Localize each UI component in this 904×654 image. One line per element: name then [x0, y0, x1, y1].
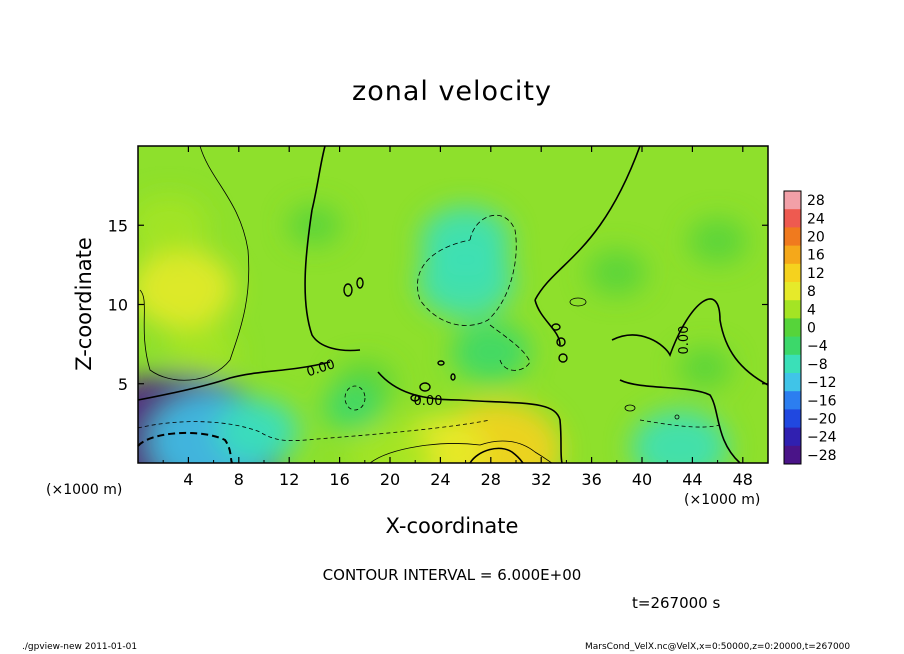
colorbar-label-9: −8 [807, 357, 828, 373]
chart-title: zonal velocity [352, 76, 552, 107]
heatmap-feature-13 [678, 347, 732, 389]
colorbar-swatch-1 [784, 209, 801, 228]
positive-contour-left [139, 145, 250, 381]
positive-contour-bottom [369, 440, 553, 464]
x-axis-label: X-coordinate [385, 514, 519, 538]
y-tick-label-2: 15 [108, 216, 128, 235]
heatmap-feature-18 [322, 384, 382, 431]
x-tick-label-9: 40 [632, 470, 652, 489]
heatmap-feature-5 [451, 322, 530, 383]
zero-contour-upper [311, 145, 326, 211]
colorbar: 28 24 20 16 12 8 4 0 −4 −8 −12 −16 −20 −24 −28 [783, 190, 837, 465]
heatmap-feature-16 [287, 204, 341, 246]
colorbar-frame [783, 190, 802, 465]
colorbar-swatch-6 [784, 300, 801, 319]
colorbar-swatch-12 [784, 409, 801, 429]
y-axis-label: Z-coordinate [72, 237, 96, 371]
colorbar-swatch-14 [784, 445, 801, 465]
x-tick-label-7: 32 [531, 470, 551, 489]
zero-contour-right-upper [534, 145, 641, 301]
x-tick-label-1: 8 [234, 470, 244, 489]
x-tick-label-0: 4 [183, 470, 193, 489]
contour-label-1: 0.00 [414, 394, 443, 409]
colorbar-label-4: 12 [807, 266, 825, 282]
colorbar-swatch-11 [784, 391, 801, 410]
colorbar-swatch-13 [784, 427, 801, 447]
colorbar-label-6: 4 [807, 302, 816, 318]
negative-contour-bottom-left [137, 431, 233, 464]
positive-contour-bottom-strong [469, 447, 524, 464]
heatmap-feature-1 [138, 195, 209, 256]
colorbar-swatch-4 [784, 263, 801, 283]
x-tick-label-4: 20 [380, 470, 400, 489]
contour-label-2: 0.00 [677, 326, 692, 355]
colorbar-swatch-8 [784, 336, 801, 356]
heatmap-feature-15 [687, 218, 748, 264]
heatmap-feature-11 [347, 424, 433, 463]
negative-contour-center [417, 214, 517, 326]
zero-contour-right-mid [534, 299, 561, 346]
colorbar-label-13: −24 [807, 430, 837, 446]
x-tick-label-3: 16 [329, 470, 349, 489]
colorbar-label-3: 16 [807, 248, 825, 264]
colorbar-swatch-9 [784, 354, 801, 374]
y-tick-label-0: 5 [118, 375, 128, 394]
contour-lines [137, 145, 769, 464]
colorbar-label-12: −20 [807, 412, 837, 428]
zero-contour-lower-left [137, 361, 331, 401]
colorbar-label-11: −16 [807, 393, 837, 409]
footer-left: ./gpview-new 2011-01-01 [22, 642, 138, 652]
colorbar-swatch-0 [784, 191, 801, 210]
heatmap-feature-14 [587, 249, 647, 296]
x-tick-label-8: 36 [581, 470, 601, 489]
colorbar-label-0: 28 [807, 193, 825, 209]
x-tick-label-6: 28 [481, 470, 501, 489]
heatmap-feature-12 [631, 409, 729, 463]
x-tick-label-5: 24 [430, 470, 450, 489]
zero-contour-upper-b [304, 209, 361, 352]
negative-contour-thin [137, 419, 491, 442]
x-tick-label-10: 44 [682, 470, 702, 489]
colorbar-label-5: 8 [807, 284, 816, 300]
colorbar-label-8: −4 [807, 339, 828, 355]
zero-contour-right [611, 298, 769, 386]
negative-contour-right-lower [639, 419, 721, 428]
heatmap-feature-2 [165, 324, 237, 380]
contour-interval-text: CONTOUR INTERVAL = 6.000E+00 [322, 566, 582, 584]
colorbar-swatch-10 [784, 373, 801, 392]
colorbar-label-10: −12 [807, 375, 837, 391]
footer-right: MarsCond_VelX.nc@VelX,x=0:50000,z=0:2000… [585, 642, 851, 652]
colorbar-label-1: 24 [807, 211, 825, 227]
x-tick-label-11: 48 [733, 470, 753, 489]
colorbar-label-7: 0 [807, 321, 816, 337]
colorbar-label-14: −28 [807, 448, 837, 464]
x-unit-label-right: (×1000 m) [684, 492, 761, 508]
zero-contour-right-lower [619, 379, 741, 464]
colorbar-swatch-2 [784, 227, 801, 247]
y-tick-label-1: 10 [108, 296, 128, 315]
colorbar-swatch-7 [784, 318, 801, 338]
zero-contour-center [377, 371, 563, 464]
colorbar-swatch-5 [784, 282, 801, 301]
x-tick-label-2: 12 [279, 470, 299, 489]
negative-contour-center-b [489, 324, 531, 371]
x-unit-label-left: (×1000 m) [46, 482, 123, 498]
time-label: t=267000 s [632, 594, 721, 612]
colorbar-label-2: 20 [807, 230, 825, 246]
colorbar-swatch-3 [784, 245, 801, 265]
heatmap-feature-0 [138, 249, 234, 329]
